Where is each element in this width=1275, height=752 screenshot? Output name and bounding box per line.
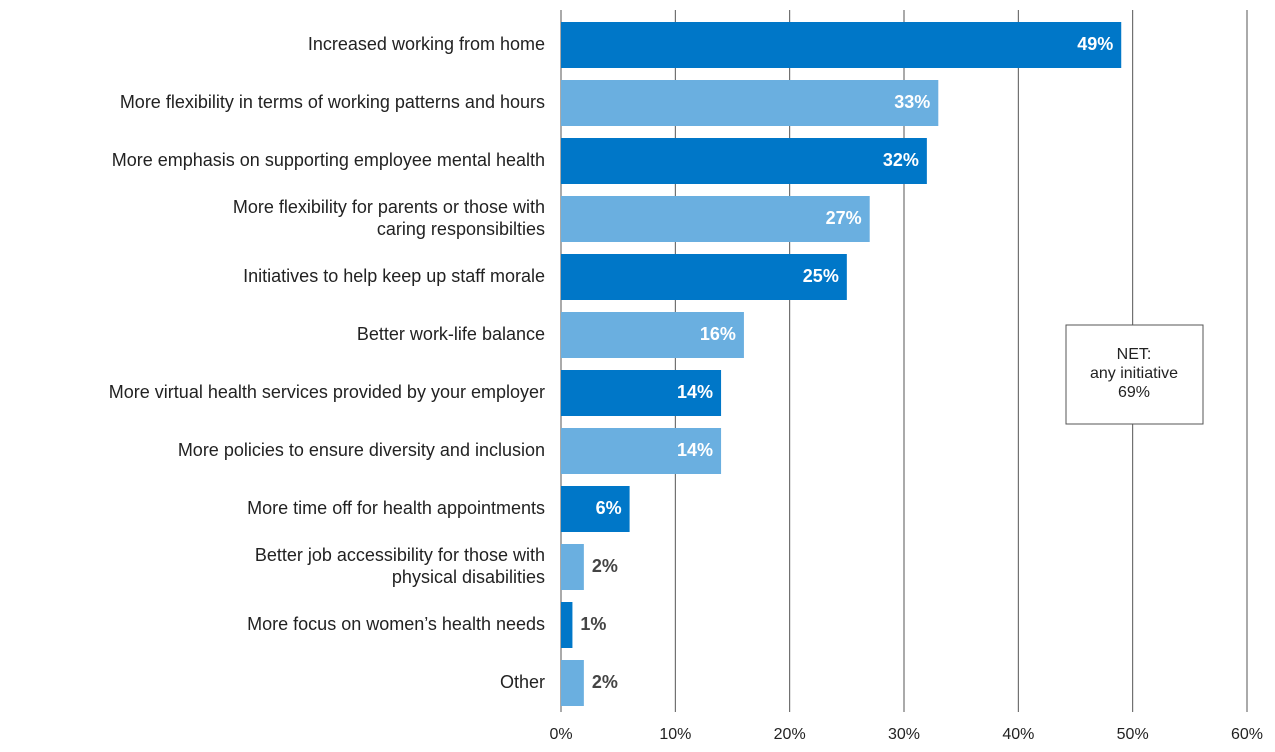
- category-label: Initiatives to help keep up staff morale: [243, 266, 545, 286]
- bar: [561, 80, 939, 126]
- x-tick-label: 40%: [1002, 726, 1034, 743]
- annotation: NET: any initiative 69%: [1090, 346, 1178, 401]
- bar: [561, 660, 584, 706]
- value-label: 16%: [700, 324, 736, 344]
- value-label: 14%: [677, 382, 713, 402]
- bar: [561, 22, 1122, 68]
- annotation-box: [1065, 324, 1204, 425]
- x-tick-label: 0%: [549, 726, 572, 743]
- value-label: 27%: [826, 208, 862, 228]
- category-label: Better work-life balance: [357, 324, 545, 344]
- value-label: 2%: [592, 672, 618, 692]
- category-label: More policies to ensure diversity and in…: [178, 440, 545, 460]
- value-label: 2%: [592, 556, 618, 576]
- category-label: More time off for health appointments: [247, 498, 545, 518]
- bar: [561, 486, 630, 532]
- category-label: Better job accessibility for those with p…: [255, 545, 545, 587]
- value-label: 1%: [580, 614, 606, 634]
- value-label: 49%: [1077, 34, 1113, 54]
- category-label: Increased working from home: [308, 34, 545, 54]
- x-tick-label: 30%: [888, 726, 920, 743]
- value-label: 14%: [677, 440, 713, 460]
- value-label: 6%: [596, 498, 622, 518]
- value-label: 33%: [894, 92, 930, 112]
- bar: [561, 312, 744, 358]
- bar: [561, 138, 927, 184]
- x-tick-label: 60%: [1231, 726, 1263, 743]
- category-label: More focus on women’s health needs: [247, 614, 545, 634]
- bar: [561, 254, 847, 300]
- value-label: 32%: [883, 150, 919, 170]
- category-label: More virtual health services provided by…: [109, 382, 545, 402]
- bar: [561, 544, 584, 590]
- x-tick-label: 10%: [659, 726, 691, 743]
- x-tick-label: 50%: [1117, 726, 1149, 743]
- category-label: More flexibility for parents or those wi…: [233, 197, 545, 239]
- category-label: Other: [500, 672, 545, 692]
- bar: [561, 602, 573, 648]
- bar: [561, 370, 722, 416]
- bar: [561, 196, 870, 242]
- value-label: 25%: [803, 266, 839, 286]
- x-tick-label: 20%: [774, 726, 806, 743]
- category-label: More emphasis on supporting employee men…: [112, 150, 545, 170]
- category-label: More flexibility in terms of working pat…: [120, 92, 545, 112]
- bar: [561, 428, 722, 474]
